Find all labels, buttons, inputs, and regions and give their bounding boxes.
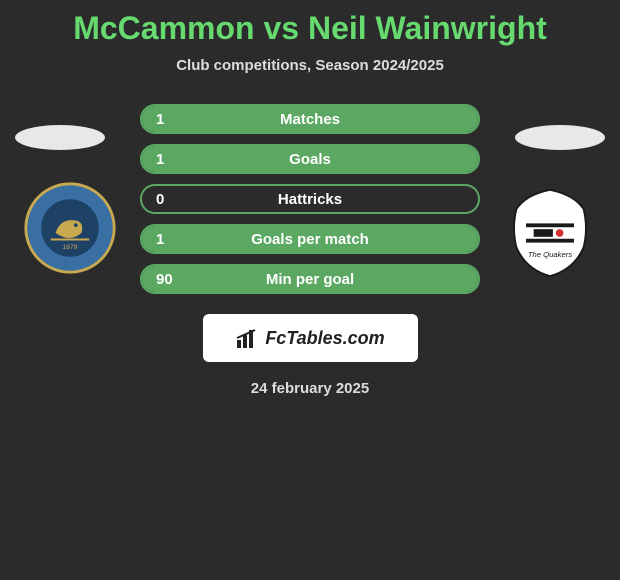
stat-row-hattricks: 0 Hattricks xyxy=(140,184,480,214)
stat-row-goals: 1 Goals xyxy=(140,144,480,174)
stat-label: Goals xyxy=(289,151,331,168)
stat-label: Matches xyxy=(280,111,340,128)
stat-label: Goals per match xyxy=(251,231,369,248)
stat-row-mpg: 90 Min per goal xyxy=(140,264,480,294)
page-title: McCammon vs Neil Wainwright xyxy=(0,0,620,47)
stat-label: Min per goal xyxy=(266,271,354,288)
stat-row-gpm: 1 Goals per match xyxy=(140,224,480,254)
stat-left-value: 0 xyxy=(142,186,164,212)
stats-container: 1 Matches 1 Goals 0 Hattricks 1 Goals pe… xyxy=(0,104,620,397)
chart-icon xyxy=(235,328,259,348)
site-name: FcTables.com xyxy=(265,328,384,349)
page-subtitle: Club competitions, Season 2024/2025 xyxy=(0,57,620,74)
stat-label: Hattricks xyxy=(278,191,342,208)
site-logo: FcTables.com xyxy=(203,314,418,362)
stat-row-matches: 1 Matches xyxy=(140,104,480,134)
footer-date: 24 february 2025 xyxy=(0,380,620,397)
